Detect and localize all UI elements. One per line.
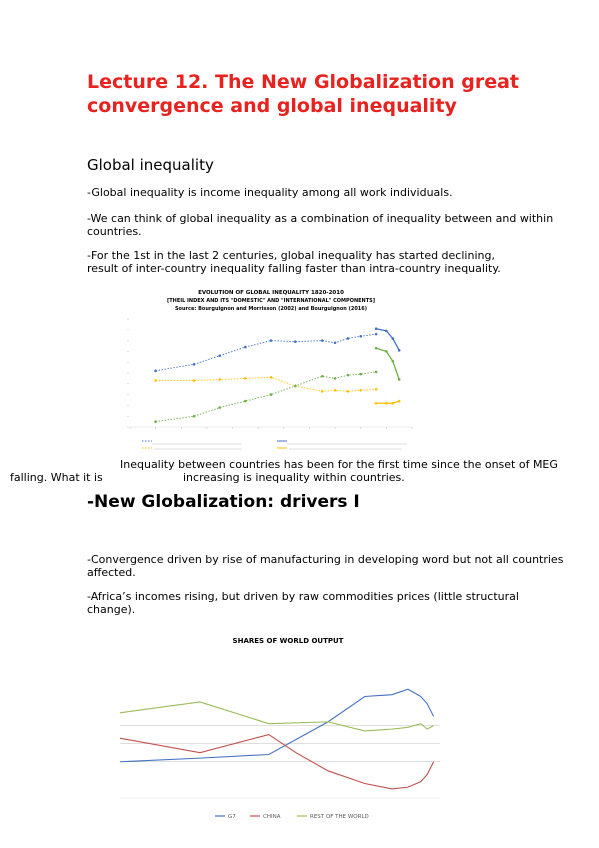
chart1-point-between — [269, 393, 273, 396]
chart1-point-total — [218, 354, 222, 358]
chart1-point-between — [391, 359, 395, 363]
chart1-point-total — [269, 339, 273, 342]
chart2-series — [119, 688, 435, 790]
section-heading-global-inequality: Global inequality — [87, 156, 214, 174]
chart2-title: SHARES OF WORLD OUTPUT — [233, 637, 344, 645]
chart1-point-total — [359, 334, 363, 338]
world-output-chart: SHARES OF WORLD OUTPUT G7 CHINA REST OF TH… — [110, 628, 445, 826]
paragraph-1: -Global inequality is income inequality … — [87, 186, 453, 199]
global-inequality-chart: EVOLUTION OF GLOBAL INEQUALITY 1820-2010… — [112, 284, 430, 454]
chart1-point-within — [320, 390, 324, 393]
chart1-point-between — [346, 373, 350, 377]
chart1-point-total — [346, 337, 350, 340]
chart1-caption-line-2a: falling. What it is — [10, 471, 103, 484]
chart1-point-between — [244, 399, 247, 403]
chart1-point-total — [294, 340, 297, 343]
chart1-point-between — [359, 372, 363, 376]
chart1-point-between — [192, 414, 196, 418]
chart1-point-total — [192, 363, 196, 366]
chart1-series-line-within — [155, 376, 377, 392]
chart1-point-total — [391, 337, 395, 340]
chart2-legend: G7 CHINA REST OF THE WORLD — [215, 814, 369, 820]
paragraph-3-line-1: -For the 1st in the last 2 centuries, gl… — [87, 249, 495, 262]
chart1-point-within — [374, 401, 378, 405]
chart1-point-between — [333, 377, 337, 380]
paragraph-2: -We can think of global inequality as a … — [87, 212, 554, 238]
chart1-point-within — [269, 376, 273, 379]
chart1-legend — [142, 440, 407, 450]
chart1-point-between — [218, 406, 222, 409]
chart1-gridlines — [127, 318, 413, 429]
chart1-point-total — [374, 327, 378, 331]
chart2-legend-label: CHINA — [263, 814, 281, 820]
chart1-series-line-total — [375, 328, 400, 351]
chart2-gridlines — [120, 670, 440, 799]
chart1-point-within — [244, 377, 247, 380]
chart1-point-within — [391, 401, 395, 405]
chart1-point-total — [333, 341, 337, 345]
chart1-point-within — [333, 388, 337, 392]
paragraph-4: -Convergence driven by rise of manufactu… — [87, 553, 564, 579]
chart1-point-between — [294, 384, 297, 388]
chart1-point-between — [154, 420, 157, 423]
chart1-series — [154, 327, 401, 423]
chart1-point-within — [218, 378, 222, 381]
chart1-point-within — [374, 387, 378, 391]
chart1-point-between — [385, 350, 388, 353]
chart1-point-within — [397, 399, 401, 403]
chart2-legend-label: REST OF THE WORLD — [310, 814, 369, 820]
chart2-legend-label: G7 — [228, 814, 236, 820]
chart1-series-line-between — [375, 347, 400, 380]
chart1-point-between — [397, 378, 401, 381]
chart1-point-total — [244, 345, 247, 349]
chart1-point-within — [154, 379, 157, 382]
chart1-title: EVOLUTION OF GLOBAL INEQUALITY 1820-2010 — [198, 290, 344, 296]
world-output-chart-svg: SHARES OF WORLD OUTPUT G7 CHINA REST OF TH… — [119, 637, 440, 820]
chart2-series-line-china — [119, 733, 435, 790]
section-heading-new-globalization: -New Globalization: drivers I — [87, 492, 360, 512]
chart1-point-within — [385, 401, 388, 405]
chart1-point-within — [346, 390, 350, 393]
chart1-series-line-total — [155, 333, 377, 372]
chart1-series-line-within — [376, 400, 400, 404]
chart1-point-total — [397, 349, 401, 352]
global-inequality-chart-svg: EVOLUTION OF GLOBAL INEQUALITY 1820-2010… — [127, 290, 413, 450]
chart1-source: Source: Bourguignon and Morrisson (2002)… — [175, 306, 367, 312]
chart1-point-total — [320, 339, 324, 342]
chart2-series-line-rest-of-the-world — [119, 701, 434, 732]
chart1-point-within — [359, 388, 363, 392]
chart1-point-total — [154, 369, 157, 373]
chart1-point-total — [374, 332, 378, 336]
chart1-point-total — [385, 329, 388, 333]
chart1-point-within — [192, 379, 196, 382]
chart1-caption-line-1: Inequality between countries has been fo… — [120, 458, 558, 471]
chart1-point-between — [374, 346, 378, 350]
chart1-series-line-between — [155, 371, 377, 423]
paragraph-3-line-2: result of inter-country inequality falli… — [87, 262, 501, 275]
chart1-subtitle: [THEIL INDEX AND ITS "DOMESTIC" AND "INT… — [167, 298, 375, 304]
chart1-point-between — [320, 374, 324, 378]
page-title: Lecture 12. The New Globalization great … — [87, 71, 519, 117]
chart2-series-line-g7 — [119, 688, 435, 763]
chart1-point-between — [374, 370, 378, 374]
paragraph-5: -Africa’s incomes rising, but driven by … — [87, 590, 519, 616]
chart1-caption-line-2b: increasing is inequality within countrie… — [183, 471, 405, 484]
